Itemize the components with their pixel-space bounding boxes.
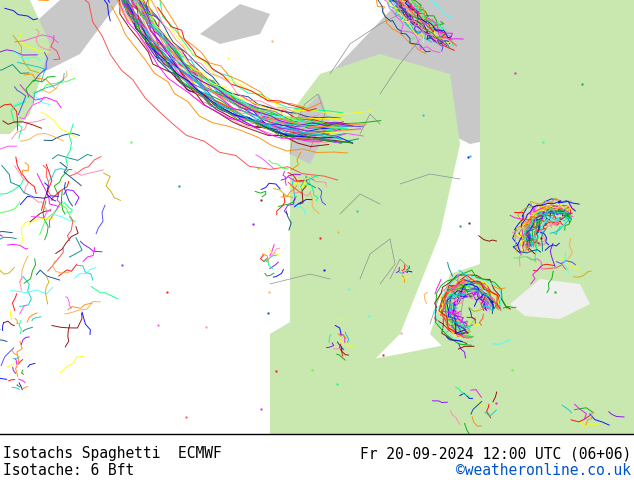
- Polygon shape: [270, 304, 340, 434]
- Polygon shape: [200, 4, 270, 44]
- Polygon shape: [360, 254, 410, 334]
- Polygon shape: [480, 0, 634, 434]
- Text: ©weatheronline.co.uk: ©weatheronline.co.uk: [456, 463, 631, 478]
- Polygon shape: [350, 74, 460, 174]
- Polygon shape: [290, 184, 370, 334]
- Polygon shape: [290, 334, 634, 434]
- Text: Isotache: 6 Bft: Isotache: 6 Bft: [3, 463, 134, 478]
- Polygon shape: [0, 0, 120, 74]
- Text: Isotachs Spaghetti  ECMWF: Isotachs Spaghetti ECMWF: [3, 446, 222, 461]
- Polygon shape: [0, 0, 50, 134]
- Polygon shape: [290, 94, 330, 164]
- Polygon shape: [430, 264, 510, 364]
- Polygon shape: [290, 54, 460, 434]
- Polygon shape: [330, 0, 500, 104]
- Text: Fr 20-09-2024 12:00 UTC (06+06): Fr 20-09-2024 12:00 UTC (06+06): [359, 446, 631, 461]
- Polygon shape: [410, 64, 540, 144]
- Polygon shape: [510, 264, 634, 364]
- Polygon shape: [510, 279, 590, 319]
